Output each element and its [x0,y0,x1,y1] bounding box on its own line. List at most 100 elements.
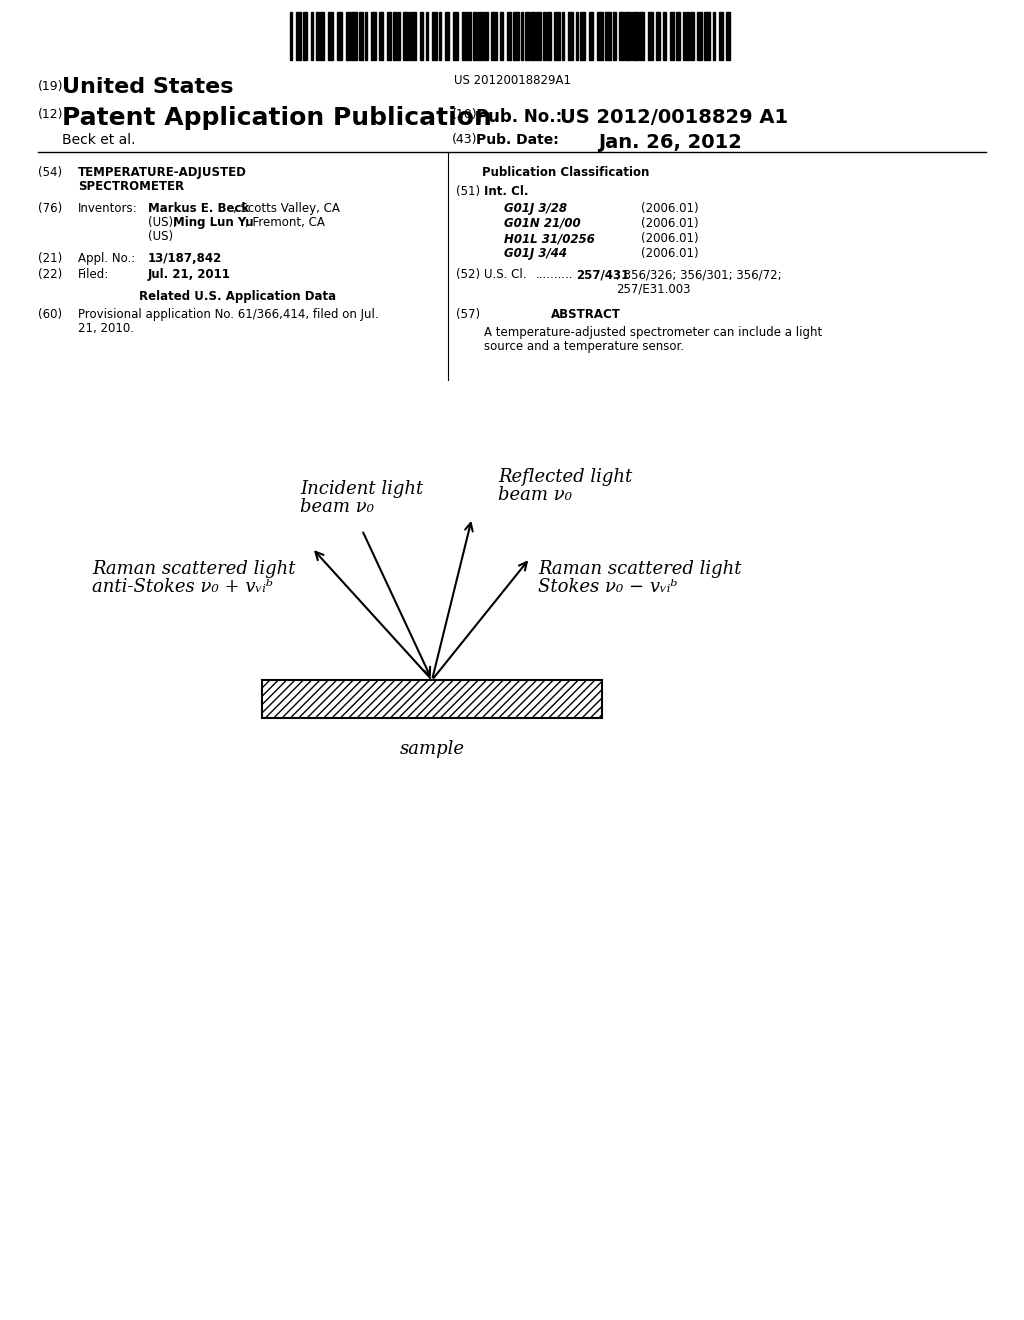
Text: (21): (21) [38,252,62,265]
Text: beam ν₀: beam ν₀ [498,486,572,504]
Bar [625,12,631,59]
Bar [543,12,546,59]
Bar [316,12,319,59]
Bar [663,12,666,59]
Bar [365,12,367,59]
Bar [398,12,400,59]
Bar [507,12,511,59]
Bar [393,12,397,59]
Text: 257/431: 257/431 [575,268,630,281]
Text: ABSTRACT: ABSTRACT [551,308,621,321]
Bar [296,12,301,59]
Text: United States: United States [62,77,233,96]
Text: Reflected light: Reflected light [498,469,632,486]
Bar [500,12,503,59]
Bar [605,12,611,59]
Bar [713,12,715,59]
Text: (54): (54) [38,166,62,180]
Text: , Fremont, CA: , Fremont, CA [245,216,325,228]
Text: SPECTROMETER: SPECTROMETER [78,180,184,193]
Text: Appl. No.:: Appl. No.: [78,252,135,265]
Text: (57): (57) [456,308,480,321]
Bar [290,12,292,59]
Text: G01N 21/00: G01N 21/00 [504,216,581,230]
Text: Markus E. Beck: Markus E. Beck [148,202,249,215]
Text: Patent Application Publication: Patent Application Publication [62,106,492,129]
Bar [726,12,730,59]
Text: US 2012/0018829 A1: US 2012/0018829 A1 [560,108,788,127]
Bar [387,12,391,59]
Text: (2006.01): (2006.01) [641,232,698,246]
Bar [483,12,488,59]
Bar [639,12,644,59]
Bar [371,12,376,59]
Bar [683,12,685,59]
Text: Inventors:: Inventors: [78,202,137,215]
Text: Raman scattered light: Raman scattered light [92,560,296,578]
Bar [379,12,383,59]
Bar [359,12,362,59]
Bar [351,12,357,59]
Bar [346,12,350,59]
Text: Publication Classification: Publication Classification [482,166,649,180]
Text: (51): (51) [456,185,480,198]
Text: (43): (43) [452,133,477,147]
Bar [562,12,564,59]
Text: U.S. Cl.: U.S. Cl. [484,268,526,281]
Text: sample: sample [399,741,465,758]
Text: Provisional application No. 61/366,414, filed on Jul.: Provisional application No. 61/366,414, … [78,308,379,321]
Text: source and a temperature sensor.: source and a temperature sensor. [484,341,684,352]
Bar [403,12,409,59]
Bar [676,12,680,59]
Bar [648,12,653,59]
Text: TEMPERATURE-ADJUSTED: TEMPERATURE-ADJUSTED [78,166,247,180]
Text: Int. Cl.: Int. Cl. [484,185,528,198]
Bar [547,12,551,59]
Text: beam ν₀: beam ν₀ [300,498,374,516]
Bar [697,12,702,59]
Text: (2006.01): (2006.01) [641,202,698,215]
Bar [303,12,307,59]
Bar [613,12,616,59]
Bar [656,12,660,59]
Bar [473,12,477,59]
Text: Filed:: Filed: [78,268,110,281]
Text: , Scotts Valley, CA: , Scotts Valley, CA [233,202,340,215]
Bar [445,12,449,59]
Text: ..........: .......... [536,268,573,281]
Text: G01J 3/28: G01J 3/28 [504,202,567,215]
Text: US 20120018829A1: US 20120018829A1 [454,74,570,87]
Text: 257/E31.003: 257/E31.003 [616,282,690,294]
Bar [705,12,710,59]
Bar [262,680,602,718]
Bar [420,12,423,59]
Bar [262,680,602,718]
Bar [490,12,497,59]
Bar [337,12,342,59]
Bar [554,12,560,59]
Bar [618,12,624,59]
Bar [536,12,541,59]
Bar [468,12,471,59]
Text: Jan. 26, 2012: Jan. 26, 2012 [598,133,741,152]
Text: (2006.01): (2006.01) [641,247,698,260]
Text: Related U.S. Application Data: Related U.S. Application Data [139,290,337,304]
Bar [580,12,585,59]
Text: (US);: (US); [148,216,181,228]
Bar [589,12,593,59]
Bar [311,12,313,59]
Text: 21, 2010.: 21, 2010. [78,322,134,335]
Text: (2006.01): (2006.01) [641,216,698,230]
Bar [690,12,694,59]
Text: Stokes ν₀ − vᵥᵢᵇ: Stokes ν₀ − vᵥᵢᵇ [538,578,678,597]
Bar [319,12,324,59]
Bar [426,12,428,59]
Bar [478,12,482,59]
Text: (19): (19) [38,81,63,92]
Bar [719,12,723,59]
Bar [521,12,523,59]
Text: (76): (76) [38,202,62,215]
Text: Pub. Date:: Pub. Date: [476,133,559,147]
Text: A temperature-adjusted spectrometer can include a light: A temperature-adjusted spectrometer can … [484,326,822,339]
Text: Pub. No.:: Pub. No.: [476,108,562,125]
